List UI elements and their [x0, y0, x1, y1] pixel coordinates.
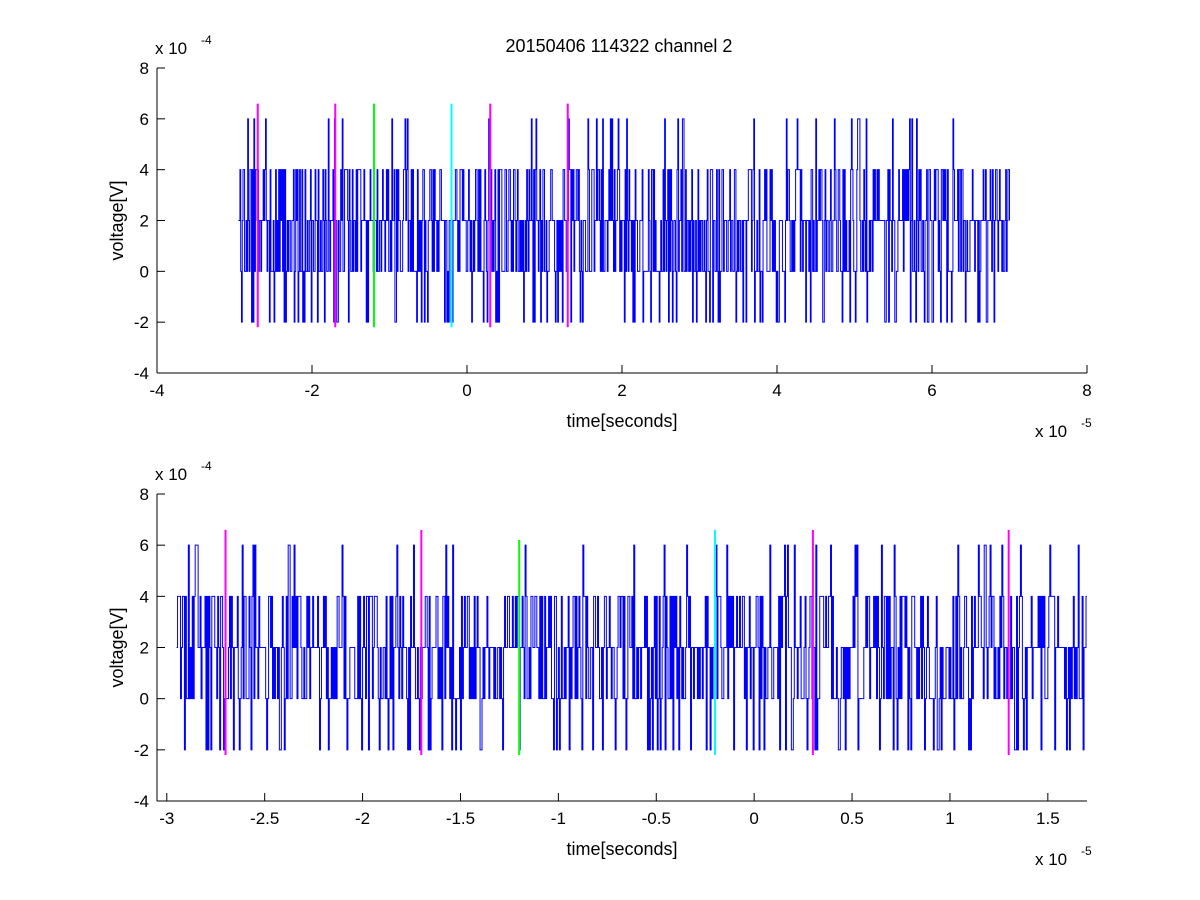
- y-tick-label: 8: [140, 485, 149, 504]
- y-exponent-superscript: -4: [201, 459, 212, 473]
- y-tick-label: 8: [140, 59, 149, 78]
- y-tick-label: 2: [140, 639, 149, 658]
- x-tick-label: -2: [355, 809, 370, 828]
- x-axis-label: time[seconds]: [566, 411, 677, 431]
- x-tick-label: 4: [772, 381, 781, 400]
- x-tick-label: 0: [749, 809, 758, 828]
- x-exponent-label: x 10: [1035, 422, 1067, 441]
- signal-line: [238, 118, 1010, 323]
- bottom-plot: -4 -2 0 2 4 6 8 -3 -2.5 -2 -1.5 -1 -0.5 0 0.5 1 1.5 time[…: [107, 459, 1092, 869]
- x-axis-label: time[seconds]: [566, 839, 677, 859]
- x-exponent-label: x 10: [1035, 850, 1067, 869]
- x-tick-label: 6: [927, 381, 936, 400]
- x-exponent-superscript: -5: [1081, 844, 1092, 858]
- x-tick-label: -1: [551, 809, 566, 828]
- x-tick-label: 1.5: [1036, 809, 1060, 828]
- y-tick-label: 4: [140, 161, 149, 180]
- y-axis-label: voltage[V]: [107, 180, 127, 260]
- x-tick-label: 2: [617, 381, 626, 400]
- top-plot: -4 -2 0 2 4 6 8 -4 -2 0 2 4 6 8 time[seconds] voltage[V…: [107, 33, 1092, 441]
- y-tick-label: 2: [140, 212, 149, 231]
- y-tick-label: 6: [140, 110, 149, 129]
- y-tick-label: 6: [140, 536, 149, 555]
- y-tick-label: -4: [134, 364, 149, 383]
- x-tick-label: 0: [462, 381, 471, 400]
- y-tick-label: -4: [134, 792, 149, 811]
- x-tick-label: -4: [149, 381, 164, 400]
- y-exponent-superscript: -4: [201, 33, 212, 47]
- x-tick-label: 0.5: [840, 809, 864, 828]
- x-tick-label: 8: [1082, 381, 1091, 400]
- y-tick-label: 0: [140, 262, 149, 281]
- signal-line: [176, 544, 1087, 751]
- x-tick-label: 1: [945, 809, 954, 828]
- y-tick-label: 4: [140, 587, 149, 606]
- y-tick-label: 0: [140, 690, 149, 709]
- y-tick-label: -2: [134, 741, 149, 760]
- x-exponent-superscript: -5: [1081, 416, 1092, 430]
- y-exponent-label: x 10: [155, 39, 187, 58]
- x-tick-label: -0.5: [642, 809, 671, 828]
- x-tick-label: -2: [304, 381, 319, 400]
- y-tick-label: -2: [134, 313, 149, 332]
- chart-title: 20150406 114322 channel 2: [506, 36, 733, 56]
- x-tick-label: -1.5: [446, 809, 475, 828]
- y-exponent-label: x 10: [155, 465, 187, 484]
- x-tick-label: -2.5: [250, 809, 279, 828]
- y-axis-label: voltage[V]: [107, 607, 127, 687]
- x-tick-label: -3: [159, 809, 174, 828]
